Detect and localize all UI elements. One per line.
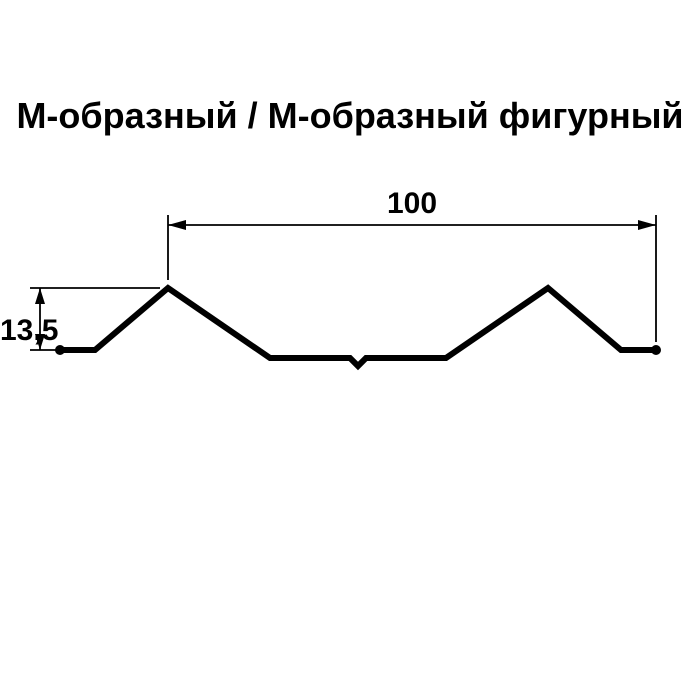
width-dimension-label: 100 — [387, 187, 437, 220]
height-dimension-label: 13,5 — [0, 314, 58, 347]
profile-svg: 100 13,5 — [0, 0, 700, 700]
diagram-container: М-образный / М-образный фигурный 10013,5 — [0, 0, 700, 700]
profile-endpoint-left — [55, 345, 65, 355]
profile-endpoint-right — [651, 345, 661, 355]
profile-polyline — [60, 288, 656, 366]
